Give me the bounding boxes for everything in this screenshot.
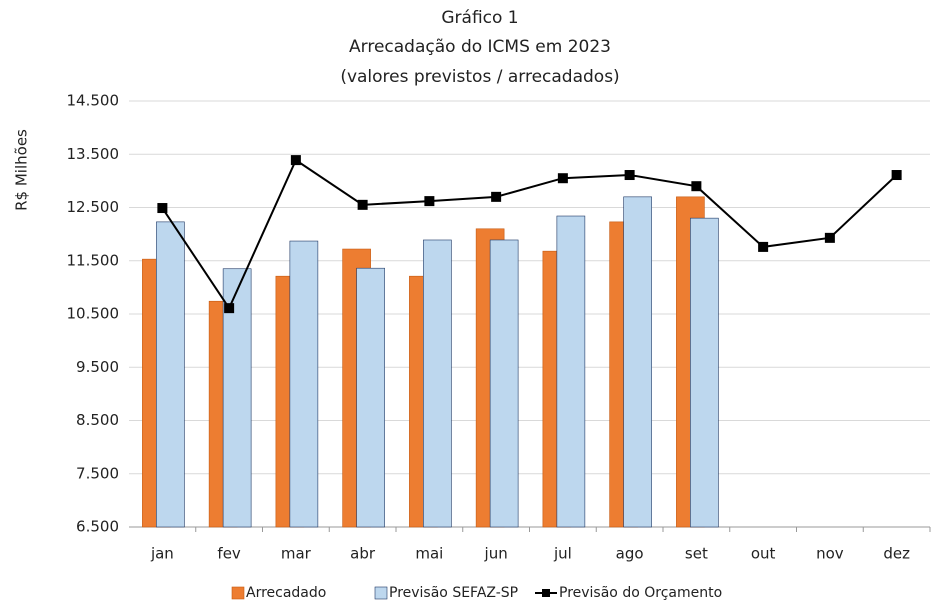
x-tick-label: set	[685, 545, 708, 563]
marker	[557, 173, 568, 184]
x-tick-label: dez	[883, 545, 910, 563]
x-tick-label: abr	[350, 545, 376, 563]
marker	[357, 199, 368, 210]
marker	[224, 303, 235, 314]
x-tick-label: jan	[150, 545, 174, 563]
x-tick-label: jul	[553, 545, 572, 563]
bar	[489, 239, 519, 528]
x-tick-label: mai	[415, 545, 443, 563]
legend-swatch	[374, 586, 388, 600]
y-tick-label: 12.500	[67, 198, 120, 216]
y-tick-label: 11.500	[67, 251, 120, 269]
bar	[623, 196, 652, 528]
marker	[157, 203, 168, 214]
marker	[824, 232, 835, 243]
legend-label: Arrecadado	[246, 585, 326, 601]
y-tick-label: 10.500	[67, 305, 120, 323]
marker	[290, 155, 301, 166]
legend-swatch	[542, 589, 550, 597]
legend-label: Previsão do Orçamento	[559, 585, 722, 601]
y-tick-label: 13.500	[67, 145, 120, 163]
y-tick-label: 7.500	[76, 464, 119, 482]
bar	[156, 221, 185, 528]
line	[161, 158, 898, 311]
y-tick-label: 6.500	[76, 518, 119, 536]
marker	[891, 170, 902, 181]
x-tick-label: out	[751, 545, 776, 563]
bar	[556, 215, 586, 528]
marker	[691, 181, 702, 192]
marker	[758, 241, 769, 252]
bar	[423, 239, 452, 528]
chart-title: (valores previstos / arrecadados)	[340, 67, 619, 87]
x-tick-label: mar	[281, 545, 312, 563]
bar	[356, 267, 385, 528]
y-tick-label: 8.500	[76, 411, 119, 429]
legend-swatch	[231, 586, 245, 600]
y-tick-label: 9.500	[76, 358, 119, 376]
x-tick-label: nov	[816, 545, 844, 563]
x-tick-label: jun	[484, 545, 508, 563]
marker	[491, 191, 502, 202]
x-tick-label: ago	[616, 545, 644, 563]
bar	[690, 217, 719, 528]
legend-label: Previsão SEFAZ-SP	[389, 585, 518, 601]
y-axis-label: R$ Milhões	[13, 129, 31, 211]
marker	[624, 170, 635, 181]
y-tick-label: 14.500	[67, 92, 120, 110]
x-tick-label: fev	[217, 545, 241, 563]
bar	[289, 240, 319, 528]
chart-title: Arrecadação do ICMS em 2023	[349, 37, 611, 57]
chart-title: Gráfico 1	[441, 8, 518, 28]
marker	[424, 196, 435, 207]
